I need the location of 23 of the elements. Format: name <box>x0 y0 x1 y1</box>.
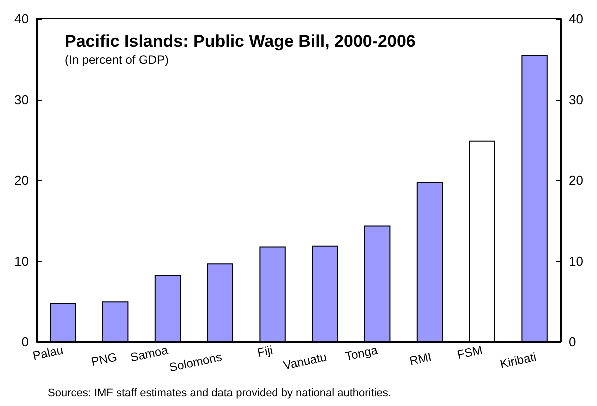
y-tick-label: 30 <box>14 92 29 108</box>
x-tick-label: Fiji <box>256 343 274 360</box>
x-tick-label: Solomons <box>168 350 224 375</box>
y2-tick-label: 20 <box>569 173 584 188</box>
x-tick-label: Kiribati <box>498 350 538 372</box>
text: Pacific Islands: Public Wage Bill, 2000-2006 <box>65 32 416 51</box>
x-tick-label: PNG <box>90 350 119 370</box>
x-tick-label: Palau <box>32 343 65 364</box>
y2-tick-label: 30 <box>569 92 584 108</box>
x-tick-label: Tonga <box>344 343 380 364</box>
source-note: Sources: IMF staff estimates and data provided by national authorities. <box>48 388 392 400</box>
x-tick-label: FSM <box>456 343 484 362</box>
y2-tick-label: 10 <box>569 254 584 269</box>
y-tick-label: 20 <box>14 173 29 188</box>
x-tick-label: RMI <box>408 350 433 368</box>
y2-tick-label: 40 <box>569 12 584 26</box>
y-tick-label: 40 <box>14 12 29 26</box>
x-tick-label: Vanuatu <box>282 350 328 373</box>
text: (In percent of GDP) <box>65 53 170 67</box>
y-tick-label: 0 <box>22 334 29 350</box>
y2-tick-label: 0 <box>569 334 576 350</box>
y-tick-label: 10 <box>14 254 29 269</box>
x-tick-label: Samoa <box>129 343 170 365</box>
